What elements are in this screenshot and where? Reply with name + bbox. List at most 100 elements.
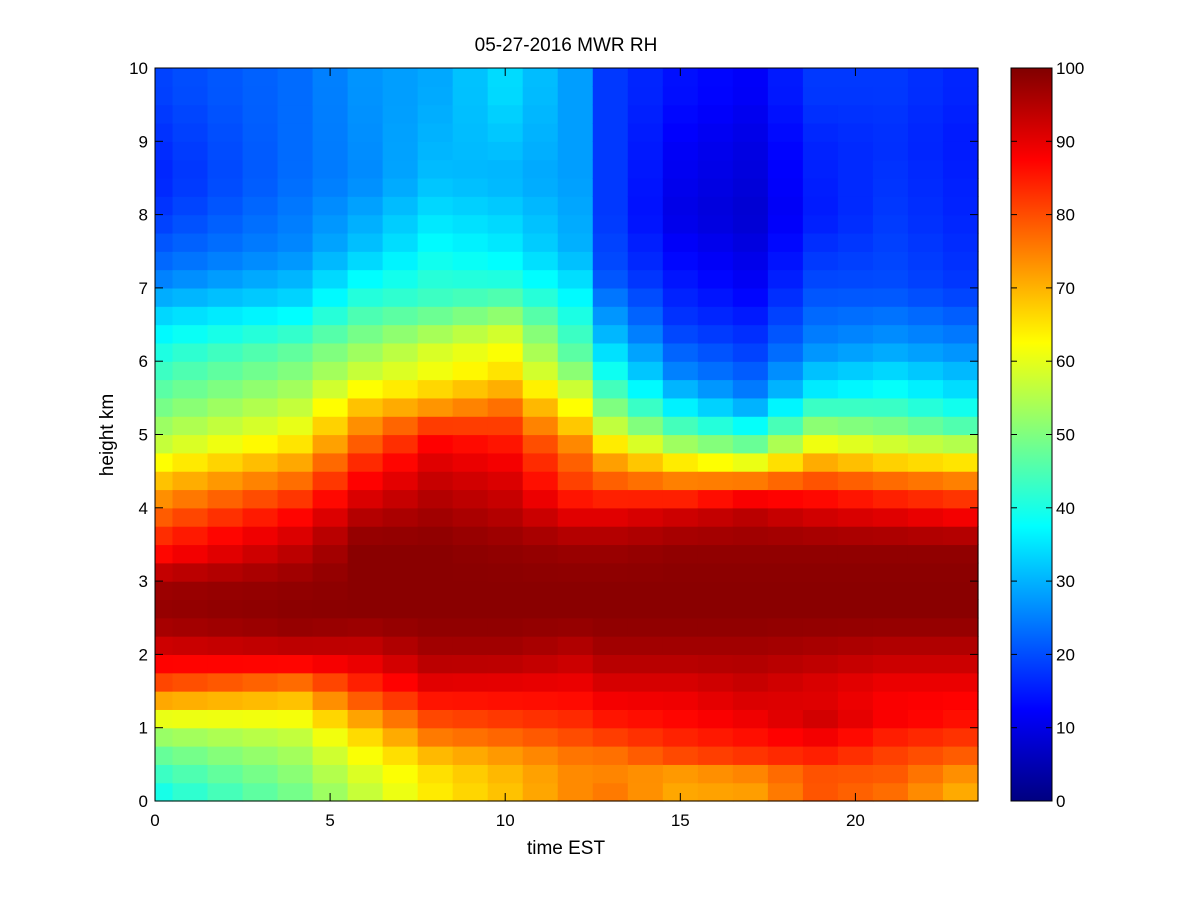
x-axis-ticks: 0 5 10 15 20 — [150, 68, 865, 830]
heatmap-cell — [942, 782, 979, 802]
colorbar-tick-label: 80 — [1056, 206, 1075, 225]
heatmap-cell — [557, 672, 594, 692]
heatmap-cell — [347, 764, 384, 784]
heatmap-cell — [522, 452, 559, 472]
heatmap-cell — [417, 562, 454, 582]
heatmap-cell — [207, 489, 244, 509]
heatmap-cell — [242, 342, 279, 362]
heatmap-cell — [627, 122, 664, 142]
heatmap-cell — [837, 746, 874, 765]
heatmap-cell — [487, 287, 524, 307]
heatmap-cell — [732, 617, 769, 637]
heatmap-cell — [207, 342, 244, 362]
heatmap-cell — [662, 782, 699, 802]
heatmap-cell — [592, 196, 629, 216]
heatmap-cell — [487, 141, 524, 161]
heatmap-cell — [872, 709, 909, 729]
heatmap-cell — [627, 196, 664, 216]
heatmap-cell — [732, 342, 769, 362]
heatmap-cell — [207, 709, 244, 729]
heatmap-cell — [347, 489, 384, 509]
heatmap-cell — [907, 342, 944, 362]
heatmap-cell — [627, 489, 664, 509]
heatmap-cell — [662, 86, 699, 106]
heatmap-cell — [172, 361, 209, 381]
heatmap-cell — [662, 342, 699, 362]
heatmap-cell — [417, 746, 454, 765]
heatmap-cell — [837, 581, 874, 601]
heatmap-cell — [697, 269, 734, 289]
heatmap-cell — [837, 562, 874, 582]
heatmap-cell — [242, 104, 279, 124]
heatmap-cell — [207, 397, 244, 417]
heatmap-cell — [767, 159, 804, 179]
heatmap-cell — [172, 232, 209, 252]
heatmap-cell — [662, 434, 699, 454]
heatmap-cell — [872, 306, 909, 326]
heatmap-cell — [557, 452, 594, 472]
heatmap-cell — [347, 324, 384, 344]
heatmap-cell — [627, 471, 664, 491]
heatmap-cell — [452, 397, 489, 417]
heatmap-cell — [627, 599, 664, 619]
colorbar-tick-label: 70 — [1056, 279, 1075, 298]
heatmap-cell — [382, 636, 419, 655]
heatmap-cell — [382, 159, 419, 179]
heatmap-cell — [592, 287, 629, 307]
heatmap-cell — [767, 416, 804, 436]
heatmap-cell — [155, 379, 174, 399]
heatmap-cell — [522, 104, 559, 124]
heatmap-cell — [697, 507, 734, 527]
heatmap-cell — [522, 214, 559, 234]
heatmap-cell — [487, 214, 524, 234]
heatmap-cell — [382, 599, 419, 619]
heatmap-cell — [242, 196, 279, 216]
heatmap-cell — [907, 379, 944, 399]
heatmap-cell — [347, 746, 384, 765]
heatmap-cell — [207, 177, 244, 197]
heatmap-cell — [592, 141, 629, 161]
heatmap-cell — [697, 727, 734, 747]
heatmap-cell — [907, 141, 944, 161]
heatmap-cell — [627, 709, 664, 729]
heatmap-cell — [382, 324, 419, 344]
heatmap-cell — [522, 379, 559, 399]
heatmap-cell — [732, 599, 769, 619]
heatmap-cell — [155, 526, 174, 546]
heatmap-cell — [697, 746, 734, 765]
heatmap-cell — [452, 452, 489, 472]
heatmap-cell — [522, 141, 559, 161]
heatmap-cell — [487, 489, 524, 509]
heatmap-cell — [557, 727, 594, 747]
heatmap-cell — [417, 709, 454, 729]
heatmap-cell — [312, 544, 349, 564]
heatmap-cell — [907, 397, 944, 417]
heatmap-cell — [662, 232, 699, 252]
heatmap-cell — [592, 691, 629, 710]
heatmap-cell — [557, 232, 594, 252]
heatmap-cell — [207, 471, 244, 491]
heatmap-cell — [155, 159, 174, 179]
heatmap-cell — [242, 581, 279, 601]
heatmap-cell — [767, 709, 804, 729]
heatmap-cell — [155, 581, 174, 601]
heatmap-cell — [277, 232, 314, 252]
heatmap-cell — [627, 452, 664, 472]
heatmap-cell — [697, 581, 734, 601]
heatmap-cell — [417, 654, 454, 674]
heatmap-cell — [662, 159, 699, 179]
heatmap-cell — [557, 342, 594, 362]
heatmap-cell — [207, 86, 244, 106]
heatmap-cell — [942, 636, 979, 655]
heatmap-cell — [592, 379, 629, 399]
heatmap-cell — [732, 489, 769, 509]
heatmap-cell — [452, 306, 489, 326]
heatmap-cell — [942, 434, 979, 454]
heatmap-cell — [592, 214, 629, 234]
heatmap-cell — [487, 599, 524, 619]
heatmap-cell — [942, 379, 979, 399]
heatmap-cell — [802, 306, 839, 326]
heatmap-cell — [417, 141, 454, 161]
heatmap-cell — [382, 617, 419, 637]
heatmap-cell — [627, 691, 664, 710]
